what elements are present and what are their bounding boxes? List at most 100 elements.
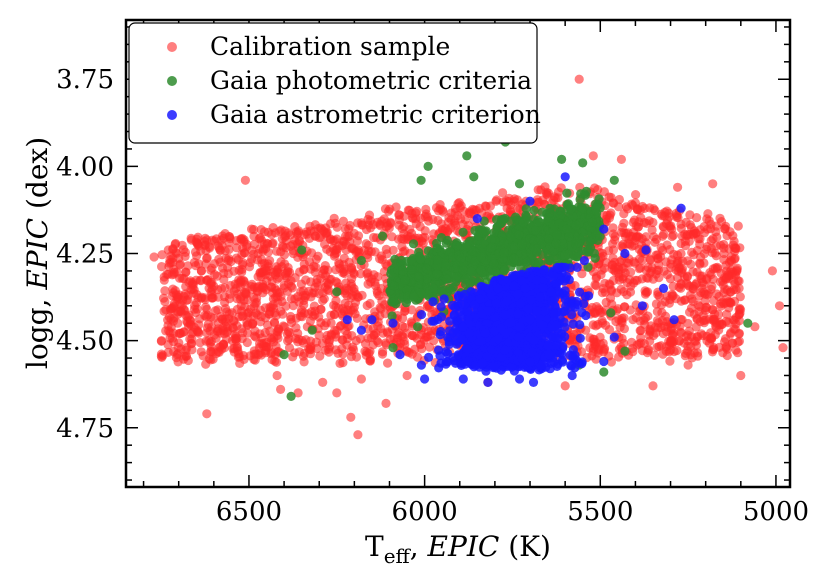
calibration-point xyxy=(716,240,726,250)
calibration-point xyxy=(326,310,336,320)
calibration-point xyxy=(705,268,715,278)
calibration-point xyxy=(382,249,392,259)
calibration-point xyxy=(369,232,379,243)
calibration-point xyxy=(164,258,174,268)
calibration-point xyxy=(736,370,746,381)
calibration-point xyxy=(394,210,404,220)
calibration-point xyxy=(653,265,664,275)
calibration-point xyxy=(628,315,638,325)
photometric-point xyxy=(428,283,438,293)
calibration-point xyxy=(594,305,604,315)
calibration-point xyxy=(198,351,208,361)
calibration-point xyxy=(686,303,697,313)
photometric-point xyxy=(423,161,433,171)
calibration-point xyxy=(294,226,304,236)
calibration-point xyxy=(377,349,388,359)
photometric-point xyxy=(535,217,545,227)
photometric-point xyxy=(495,219,505,229)
calibration-point xyxy=(585,333,595,343)
photometric-point xyxy=(545,255,555,266)
photometric-point xyxy=(529,242,539,253)
photometric-point xyxy=(279,350,289,360)
astrometric-point xyxy=(416,360,426,370)
photometric-point xyxy=(452,241,462,251)
calibration-point xyxy=(412,333,422,343)
calibration-point xyxy=(383,358,393,368)
calibration-point xyxy=(406,228,417,238)
photometric-point xyxy=(286,391,296,401)
photometric-point xyxy=(479,216,489,226)
calibration-point xyxy=(718,348,728,358)
calibration-point xyxy=(604,246,614,256)
photometric-point xyxy=(555,211,566,221)
calibration-point xyxy=(219,268,229,278)
calibration-point xyxy=(224,255,234,266)
astrometric-point xyxy=(572,262,582,272)
photometric-point xyxy=(406,265,417,275)
calibration-point xyxy=(324,338,334,348)
calibration-point xyxy=(699,315,709,326)
calibration-point xyxy=(272,246,282,256)
photometric-point xyxy=(456,253,466,263)
calibration-point xyxy=(680,295,690,305)
calibration-point xyxy=(444,213,454,223)
calibration-point xyxy=(498,197,508,207)
calibration-point xyxy=(193,293,203,303)
photometric-point xyxy=(422,274,432,284)
calibration-point xyxy=(630,198,641,208)
photometric-point xyxy=(620,346,630,356)
calibration-point xyxy=(734,309,744,320)
calibration-point xyxy=(338,358,348,368)
calibration-point xyxy=(729,236,739,246)
calibration-point xyxy=(647,225,657,235)
calibration-point xyxy=(636,333,646,343)
calibration-point xyxy=(290,333,301,344)
calibration-point xyxy=(283,336,293,346)
calibration-point xyxy=(699,288,709,298)
astrometric-point xyxy=(462,306,473,316)
calibration-point xyxy=(256,225,266,235)
calibration-point xyxy=(255,317,266,327)
calibration-point xyxy=(577,269,587,279)
calibration-point xyxy=(195,314,205,324)
calibration-point xyxy=(326,219,336,229)
calibration-point xyxy=(375,303,385,313)
photometric-point xyxy=(506,232,516,242)
calibration-point xyxy=(629,215,640,225)
photometric-point xyxy=(490,266,500,276)
astrometric-point xyxy=(493,283,503,294)
calibration-point xyxy=(233,255,243,265)
calibration-point xyxy=(633,222,644,232)
calibration-point xyxy=(347,263,357,273)
photometric-point xyxy=(398,266,408,276)
calibration-point xyxy=(254,281,264,291)
photometric-point xyxy=(514,179,525,189)
calibration-point xyxy=(375,219,385,229)
calibration-point xyxy=(429,229,439,239)
calibration-point xyxy=(232,243,242,253)
photometric-point xyxy=(517,239,527,249)
calibration-point xyxy=(228,323,238,333)
astrometric-point xyxy=(424,352,434,362)
calibration-point xyxy=(645,327,655,337)
photometric-point xyxy=(587,217,598,227)
calibration-point xyxy=(712,289,722,299)
calibration-point xyxy=(659,229,669,239)
photometric-point xyxy=(530,225,541,235)
calibration-point xyxy=(220,229,230,239)
calibration-point xyxy=(353,430,363,440)
calibration-point xyxy=(645,203,655,213)
calibration-point xyxy=(704,216,714,226)
calibration-point xyxy=(640,289,651,299)
photometric-point xyxy=(743,318,753,328)
photometric-point xyxy=(529,205,539,216)
calibration-point xyxy=(266,333,276,343)
calibration-point xyxy=(280,259,290,269)
calibration-point xyxy=(338,304,348,314)
calibration-point xyxy=(157,250,167,260)
calibration-point xyxy=(204,242,214,252)
calibration-point xyxy=(261,276,272,286)
calibration-point xyxy=(620,231,631,242)
calibration-point xyxy=(290,235,300,245)
calibration-point xyxy=(291,323,301,333)
